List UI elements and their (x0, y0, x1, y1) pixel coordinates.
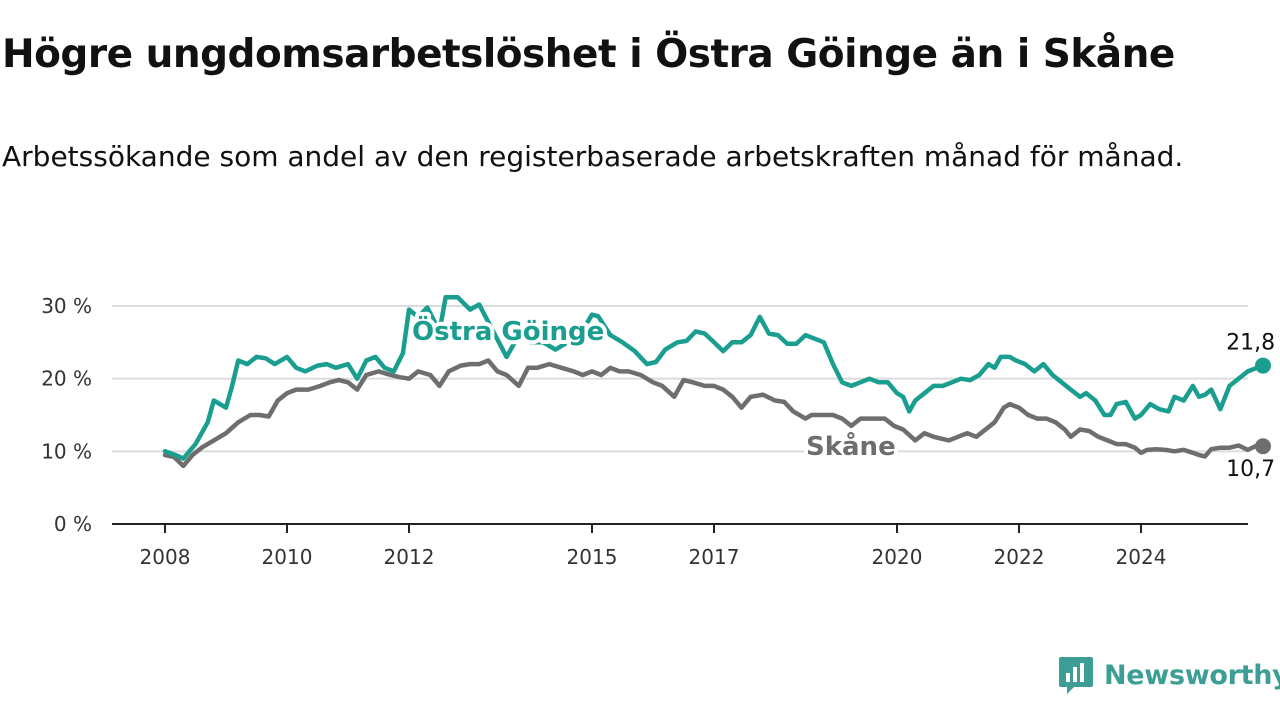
x-tick-label: 2017 (689, 545, 740, 569)
y-tick-label: 20 % (41, 367, 92, 391)
series-lines (162, 295, 1271, 469)
chart-title: Högre ungdomsarbetslöshet i Östra Göinge… (2, 32, 1175, 77)
y-tick-label: 10 % (41, 439, 92, 463)
x-tick-label: 2024 (1116, 545, 1167, 569)
y-tick-label: 30 % (41, 294, 92, 318)
x-tick-label: 2015 (567, 545, 618, 569)
series-line-skane (162, 358, 1266, 469)
newsworthy-logo-icon (1059, 657, 1093, 694)
y-tick-label: 0 % (54, 512, 92, 536)
x-tick-label: 2012 (384, 545, 435, 569)
series-line-ostra-goinge (162, 295, 1266, 461)
end-value-label: 21,8 % (1226, 331, 1280, 356)
labels: 21,8 % 10,7 % Östra Göinge Skåne (408, 310, 1280, 482)
end-value-label: 10,7 % (1226, 457, 1280, 482)
series-end-point (1255, 357, 1271, 374)
series-name-label: Skåne (806, 430, 896, 462)
series-end-point (1255, 438, 1271, 455)
newsworthy-logo: Newsworthy (1058, 654, 1280, 696)
series-name-label: Östra Göinge (412, 314, 604, 347)
axes: 0 % 10 % 20 % 30 % 2008 2010 2012 2015 2017 2020 2… (41, 294, 1248, 569)
x-tick-label: 2022 (994, 545, 1045, 569)
brand-name: Newsworthy (1104, 659, 1280, 691)
chart-subtitle: Arbetssökande som andel av den registerb… (2, 140, 1184, 173)
x-tick-label: 2010 (262, 545, 313, 569)
x-tick-label: 2020 (872, 545, 923, 569)
x-tick-label: 2008 (140, 545, 191, 569)
